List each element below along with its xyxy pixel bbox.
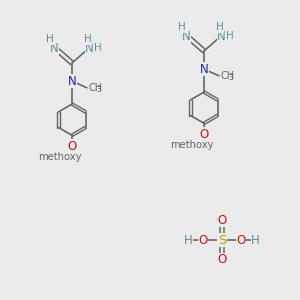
Text: CH: CH — [88, 83, 103, 93]
Text: H: H — [216, 22, 224, 32]
Text: N: N — [85, 42, 94, 55]
Text: O: O — [199, 233, 208, 247]
Text: methoxy: methoxy — [38, 152, 82, 162]
Text: H: H — [178, 22, 186, 32]
Text: CH: CH — [220, 71, 235, 81]
Text: N: N — [182, 30, 190, 43]
Text: N: N — [200, 63, 208, 76]
Text: N: N — [50, 42, 58, 55]
Text: 3: 3 — [229, 74, 233, 82]
Text: O: O — [236, 233, 245, 247]
Text: 3: 3 — [97, 85, 101, 94]
Text: O: O — [68, 140, 76, 153]
Text: H: H — [46, 34, 54, 44]
Text: N: N — [217, 30, 226, 43]
Text: O: O — [218, 253, 226, 266]
Text: H: H — [226, 31, 234, 41]
Text: S: S — [218, 233, 226, 247]
Text: O: O — [218, 214, 226, 227]
Text: H: H — [94, 43, 102, 53]
Text: methoxy: methoxy — [170, 140, 214, 150]
Text: H: H — [84, 34, 92, 44]
Text: O: O — [200, 128, 208, 141]
Text: H: H — [184, 233, 193, 247]
Text: H: H — [251, 233, 260, 247]
Text: N: N — [68, 75, 76, 88]
